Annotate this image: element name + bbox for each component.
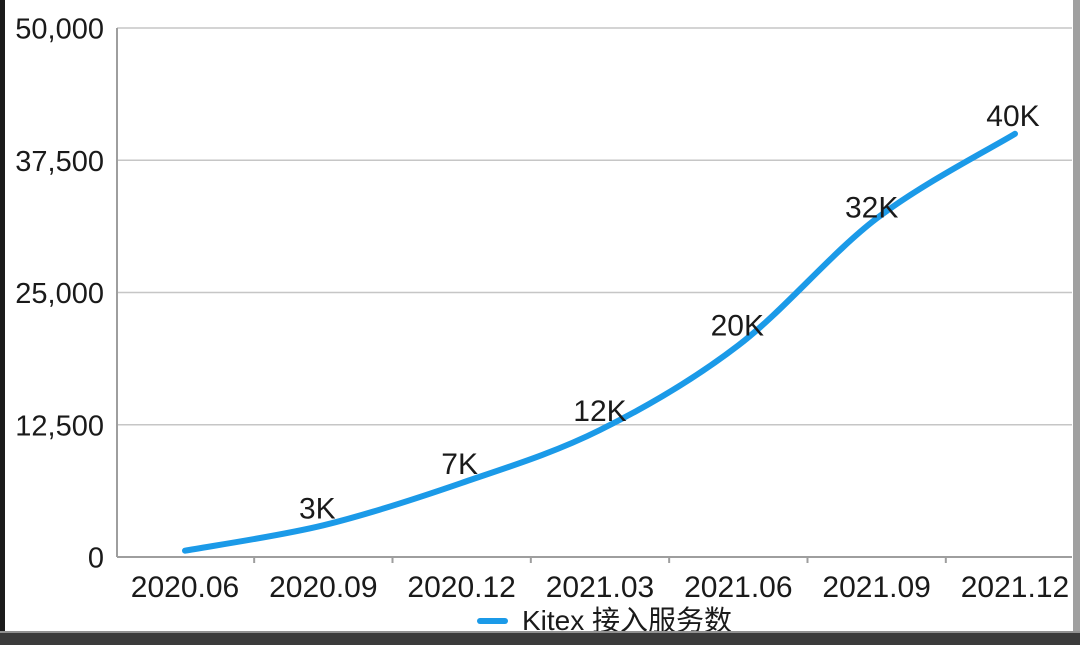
x-tick-label: 2021.12	[961, 571, 1069, 604]
x-tick-label: 2021.03	[546, 571, 654, 604]
y-tick-label: 50,000	[15, 14, 104, 46]
x-tick-label: 2020.06	[131, 571, 239, 604]
right-edge-bar	[1073, 0, 1080, 645]
y-tick-label: 0	[88, 543, 104, 575]
x-tick-label: 2021.06	[684, 571, 792, 604]
point-label: 32K	[845, 191, 898, 224]
y-tick-label: 37,500	[15, 146, 104, 178]
legend-series-label: Kitex 接入服务数	[521, 605, 733, 636]
x-tick-label: 2020.12	[407, 571, 515, 604]
x-tick-label: 2021.09	[822, 571, 930, 604]
point-label: 40K	[986, 100, 1039, 133]
left-edge-bar	[0, 0, 5, 645]
point-label: 7K	[441, 448, 478, 481]
x-tick-label: 2020.09	[269, 571, 377, 604]
legend: Kitex 接入服务数	[127, 604, 1080, 638]
point-label: 20K	[711, 309, 764, 342]
point-label: 12K	[573, 395, 626, 428]
legend-line-icon	[476, 618, 508, 624]
y-tick-label: 25,000	[15, 278, 104, 310]
y-tick-label: 12,500	[15, 410, 104, 442]
point-label: 3K	[299, 492, 336, 525]
bottom-edge-bar	[0, 631, 1080, 645]
series-line	[182, 130, 1018, 554]
